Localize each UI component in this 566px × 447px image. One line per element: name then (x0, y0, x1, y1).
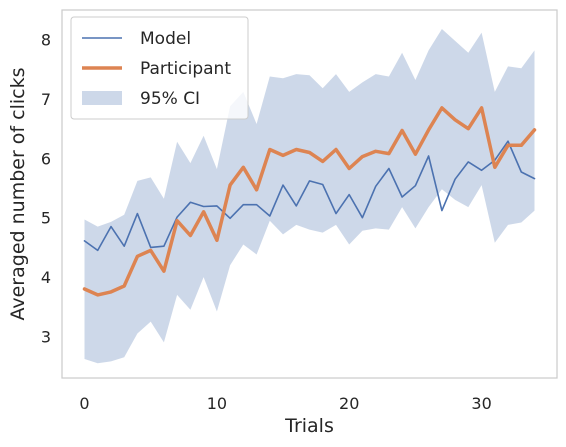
legend-label-ci: 95% CI (140, 89, 200, 109)
y-tick-label: 4 (41, 268, 51, 287)
y-tick-label: 7 (41, 90, 51, 109)
y-tick-label: 5 (41, 209, 51, 228)
y-tick-label: 3 (41, 328, 51, 347)
participant-line (82, 106, 537, 297)
x-tick-label: 0 (79, 394, 89, 413)
x-tick-label: 20 (339, 394, 359, 413)
ci-band (84, 29, 535, 364)
x-tick-label: 30 (471, 394, 491, 413)
y-tick-label: 6 (41, 149, 51, 168)
ci-band-layer (84, 29, 535, 364)
y-tick-labels: 3 4 5 6 7 8 (41, 31, 51, 347)
legend: Model Participant 95% CI (70, 16, 249, 120)
model-line (83, 140, 536, 252)
x-tick-labels: 0 10 20 30 (79, 394, 491, 413)
series-line-layer (82, 106, 537, 297)
legend-label-model: Model (140, 29, 191, 49)
x-axis-label: Trials (284, 415, 334, 437)
legend-label-participant: Participant (140, 59, 231, 79)
y-tick-label: 8 (41, 31, 51, 50)
legend-frame (70, 16, 249, 120)
legend-swatch-ci (82, 91, 122, 105)
x-tick-label: 10 (207, 394, 227, 413)
y-axis-label: Averaged number of clicks (7, 67, 29, 320)
